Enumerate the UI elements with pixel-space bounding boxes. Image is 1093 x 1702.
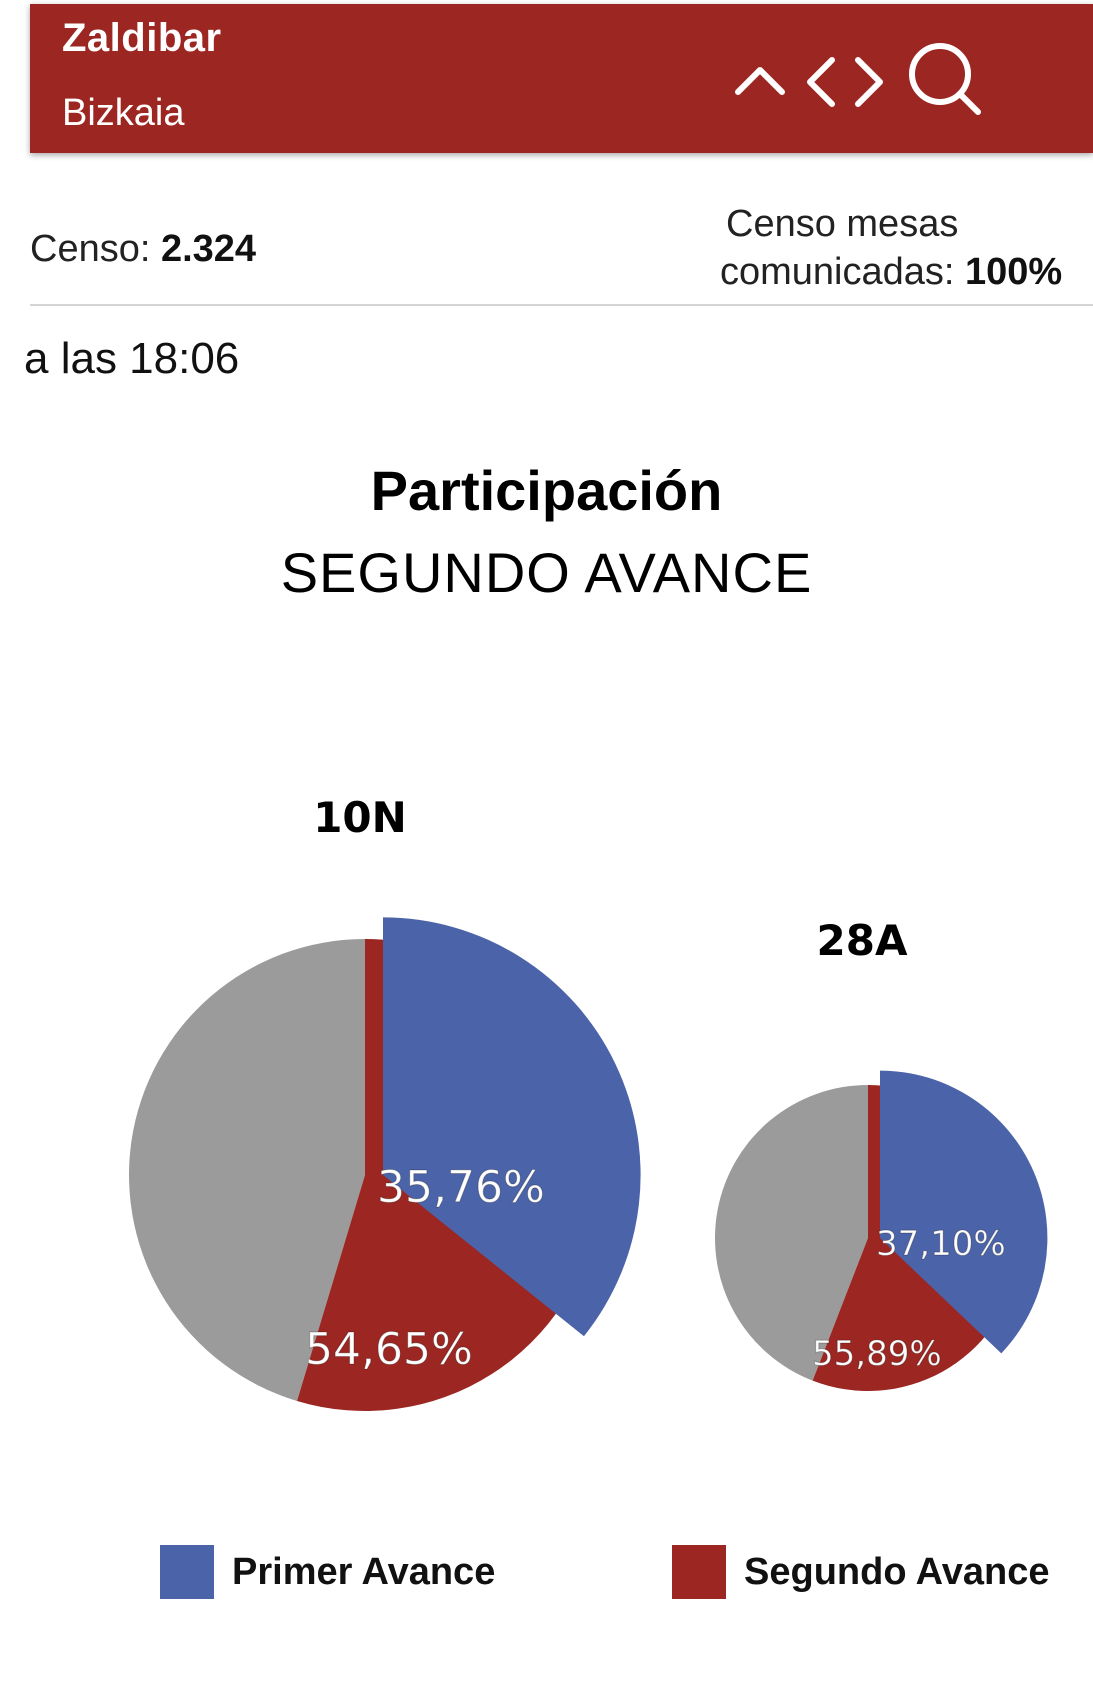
pie-10n-segundo-avance-label: 54,65% [305, 1324, 473, 1375]
chart-subtitle: SEGUNDO AVANCE [280, 541, 813, 604]
census-info-row: Censo: 2.324 Censo mesas comunicadas: 10… [30, 180, 1093, 306]
pie-28a-remainder-slice [715, 1085, 868, 1381]
census-label: Censo: [30, 228, 151, 270]
legend-label-primer-avance: Primer Avance [232, 1550, 496, 1593]
census-value: 2.324 [160, 228, 257, 270]
legend-swatch-segundo-avance [672, 1545, 726, 1599]
pie-10n-title: 10N [313, 793, 407, 842]
reported-tables-label: comunicadas: [720, 251, 955, 293]
reported-tables-value: 100% [965, 251, 1063, 293]
chart-title: Participación [370, 459, 723, 522]
census-text: Censo: 2.324 [30, 228, 256, 271]
chevron-up-icon[interactable] [730, 52, 790, 112]
header-bar: Zaldibar Bizkaia [30, 4, 1093, 153]
pie-10n-primer-avance-label: 35,76% [377, 1162, 545, 1213]
legend-item-primer-avance: Primer Avance [160, 1544, 495, 1600]
pie-10n-primer-avance-slice [383, 917, 641, 1337]
municipality-title: Zaldibar [62, 16, 222, 60]
chevron-left-icon[interactable] [792, 52, 852, 112]
reported-tables-label-line1: Censo mesas [726, 203, 959, 245]
chevron-right-icon[interactable] [838, 52, 898, 112]
pie-10n-remainder-slice [129, 939, 365, 1401]
pie-28a-primer-avance-slice [880, 1070, 1048, 1354]
pie-28a-title: 28A [817, 916, 908, 965]
search-icon[interactable] [906, 40, 986, 120]
legend-label-segundo-avance: Segundo Avance [744, 1550, 1050, 1593]
province-subtitle: Bizkaia [62, 92, 185, 134]
legend-swatch-primer-avance [160, 1545, 214, 1599]
update-time: a las 18:06 [24, 334, 240, 383]
reported-tables-text: Censo mesas comunicadas: 100% [720, 200, 1062, 296]
pie-28a-segundo-avance-label: 55,89% [812, 1334, 942, 1374]
pie-28a-primer-avance-label: 37,10% [876, 1224, 1006, 1264]
reported-tables-label-line2: comunicadas: 100% [720, 248, 1062, 296]
legend-item-segundo-avance: Segundo Avance [672, 1544, 1049, 1600]
